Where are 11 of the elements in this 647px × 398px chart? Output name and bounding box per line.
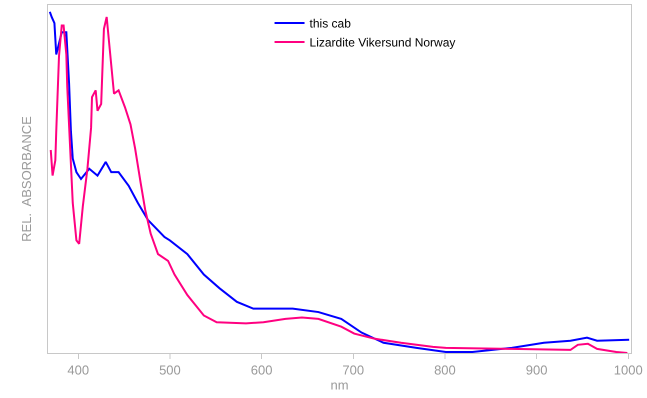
x-tick-label: 400 [67,362,90,378]
x-tick-label: 1000 [614,362,643,378]
x-tick-label: 700 [342,362,364,378]
x-tick-label: 800 [434,362,456,378]
legend-label: this cab [310,16,352,31]
y-axis-title: REL. ABSORBANCE [18,116,34,242]
x-axis-title: nm [330,378,349,393]
x-tick-label: 500 [159,362,181,378]
x-tick-label: 600 [250,362,272,378]
x-tick-label: 900 [526,362,548,378]
legend-label: Lizardite Vikersund Norway [310,36,456,50]
